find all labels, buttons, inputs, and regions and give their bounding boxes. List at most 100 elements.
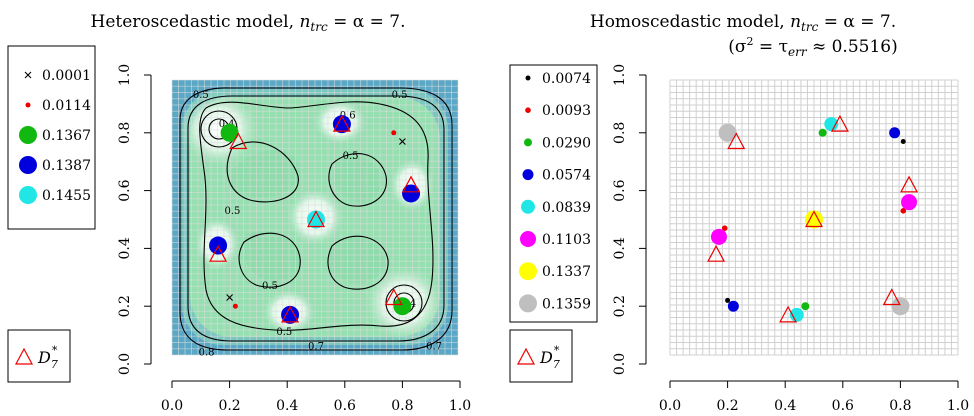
panel2-title: Homoscedastic model, ntrc = α = 7. (590, 12, 896, 34)
legend-marker-dot (522, 169, 534, 181)
contour-label: 0.5 (193, 90, 209, 101)
contour-label: 0.8 (199, 347, 215, 358)
panel1-contour-07 (187, 95, 445, 342)
panel2-legend-top: 0.0074 0.0093 0.0290 0.0574 0.0839 0.1103 0.13… (509, 64, 598, 323)
legend-marker-dot (19, 156, 37, 174)
y-tick-label: 0.8 (612, 122, 628, 144)
legend-label: 0.1367 (42, 128, 91, 144)
y-tick-label: 0.2 (612, 295, 628, 317)
x-tick-label: 0.6 (334, 398, 356, 414)
point-dot (710, 228, 727, 245)
legend-label: 0.0001 (42, 68, 91, 84)
point-dot (725, 297, 731, 303)
panel2-legend-bottom-label: D7* (539, 344, 560, 371)
legend-marker-dot (524, 138, 532, 147)
panel2-legend-bottom: D7* (509, 329, 573, 383)
point-dot (891, 297, 910, 316)
y-tick-label: 0.0 (117, 353, 133, 375)
legend-label: 0.1359 (542, 296, 591, 312)
panel1-green-region-3 (245, 231, 300, 282)
legend-label: 0.0574 (542, 168, 591, 184)
panel1-legend-bottom-box (7, 329, 71, 383)
panel1-title: Heteroscedastic model, ntrc = α = 7. (91, 12, 406, 34)
panel1-legend-bottom: D7* (7, 329, 71, 383)
panel1-legend-bottom-label: D7* (37, 344, 58, 371)
contour-label: 0.7 (308, 342, 324, 353)
point-dot (721, 225, 728, 231)
panel2-legend-triangle-marker (517, 347, 535, 365)
panel1-contour-06 (199, 101, 434, 331)
panel1-points (209, 115, 421, 324)
point-dot (220, 123, 239, 142)
design-point-triangle (332, 114, 351, 132)
legend-label: 0.1103 (542, 232, 591, 248)
point-dot (889, 127, 901, 139)
panel1-legend-top: 0.0001 0.0114 0.1367 0.1387 0.1455 (7, 45, 96, 230)
y-tick-label: 1.0 (117, 64, 133, 86)
panel2-axes: 0.0 0.2 0.4 0.6 0.8 1.0 0.0 0.2 0.4 0.6 0.8 1.0 (612, 64, 969, 414)
design-point-triangle (900, 175, 919, 193)
point-dot (727, 300, 739, 312)
y-tick-label: 0.6 (117, 179, 133, 201)
legend-label: 0.1455 (42, 188, 91, 204)
panel2-plot-area (669, 79, 959, 356)
panel1-contour-05-c (238, 232, 301, 288)
y-tick-label: 0.0 (612, 353, 628, 375)
legend-marker-dot (519, 262, 537, 281)
y-tick-label: 1.0 (612, 64, 628, 86)
point-dot (232, 303, 238, 309)
point-dot (801, 302, 810, 311)
point-dot (393, 297, 412, 316)
design-point-triangle (727, 132, 746, 150)
panel2-subtitle: (σ2 = τerr ≈ 0.5516) (728, 35, 897, 59)
x-tick-label: 1.0 (449, 398, 471, 414)
point-dot (402, 184, 421, 203)
contour-label: 0.7 (426, 342, 442, 353)
panel1-axes: 0.0 0.2 0.4 0.6 0.8 1.0 0.0 0.2 0.4 0.6 0.8 1.0 (117, 64, 471, 414)
design-point-triangle (805, 210, 823, 228)
point-dot (805, 210, 823, 229)
panel1-legend-top-items: 0.0001 0.0114 0.1367 0.1387 0.1455 (19, 68, 91, 204)
legend-marker-dot (25, 102, 31, 108)
design-point-triangle (307, 210, 325, 228)
panel1-contour-05-a (226, 141, 299, 203)
point-dot (332, 115, 351, 134)
design-point-triangle (882, 288, 901, 306)
design-point-triangle (402, 175, 421, 193)
legend-marker-dot (521, 199, 535, 214)
legend-label: 0.0290 (542, 135, 591, 151)
legend-marker-dot (520, 231, 536, 247)
panel1-contour-outer (179, 87, 453, 351)
panel-homoscedastic: Homoscedastic model, ntrc = α = 7. (σ2 =… (509, 12, 969, 414)
contour-label: 0.5 (392, 90, 408, 101)
point-dot (901, 194, 918, 211)
legend-label: 0.1337 (542, 264, 591, 280)
legend-marker-dot (19, 126, 37, 144)
y-tick-label: 0.8 (117, 122, 133, 144)
point-dot (900, 138, 906, 144)
design-point-triangle (707, 244, 726, 262)
x-tick-label: 0.2 (716, 398, 738, 414)
contour-label: 0.6 (340, 110, 356, 121)
x-tick-label: 0.4 (774, 398, 796, 414)
point-dot (824, 117, 839, 132)
legend-marker-dot (19, 186, 37, 204)
panel2-points (710, 117, 918, 322)
point-dot (789, 307, 804, 322)
design-point-triangle (779, 305, 798, 323)
y-tick-label: 0.4 (117, 237, 133, 259)
point-dot (900, 208, 907, 214)
x-tick-label: 0.8 (391, 398, 413, 414)
x-tick-label: 1.0 (947, 398, 969, 414)
point-dot (718, 123, 737, 142)
design-point-triangle (229, 132, 248, 150)
point-cross (226, 294, 233, 301)
contour-label: 0.5 (343, 151, 359, 162)
design-point-triangle (384, 288, 403, 306)
point-dot (281, 305, 300, 324)
y-tick-label: 0.2 (117, 295, 133, 317)
x-tick-label: 0.4 (276, 398, 298, 414)
legend-marker-cross (24, 71, 32, 79)
design-point-triangle (281, 305, 300, 323)
panel1-contour-05-b (328, 153, 387, 207)
